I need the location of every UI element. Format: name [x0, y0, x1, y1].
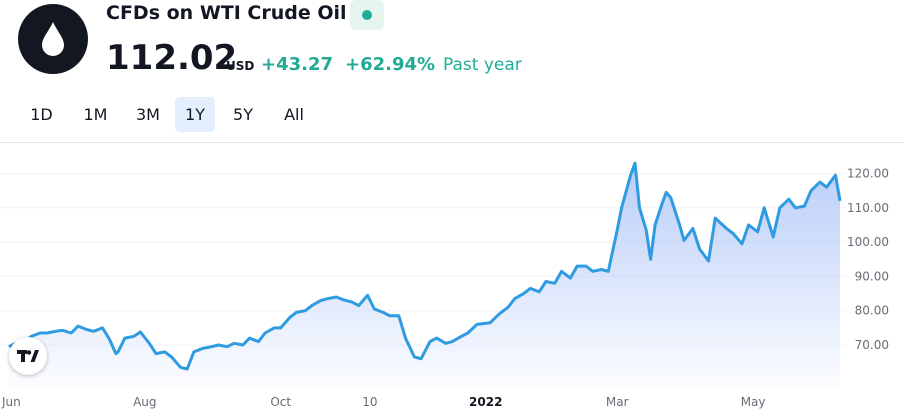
price-currency: USD: [226, 59, 255, 73]
y-tick-label: 100.00: [847, 235, 889, 249]
y-tick-label: 70.00: [855, 338, 889, 352]
tradingview-logo-icon[interactable]: [9, 337, 47, 375]
price-line: [8, 161, 842, 371]
range-all-button[interactable]: All: [284, 105, 304, 124]
header-divider: [0, 142, 904, 143]
range-1m-button[interactable]: 1M: [83, 105, 108, 124]
x-tick-label: Jun: [1, 395, 21, 409]
x-tick-label: 10: [362, 395, 377, 409]
range-5y-button[interactable]: 5Y: [233, 105, 253, 124]
x-tick-label: May: [741, 395, 766, 409]
x-tick-label: Aug: [133, 395, 156, 409]
y-tick-label: 110.00: [847, 201, 889, 215]
price-change-percent: +62.94%: [345, 54, 436, 75]
x-tick-label: 2022: [469, 395, 502, 409]
page-title: CFDs on WTI Crude Oil: [106, 2, 347, 24]
x-tick-label: Oct: [270, 395, 291, 409]
market-status-dot: [362, 10, 372, 20]
oil-drop-icon: [18, 4, 88, 74]
range-1y-button[interactable]: 1Y: [175, 97, 215, 132]
y-tick-label: 120.00: [847, 167, 889, 181]
price-change: +43.27: [261, 54, 334, 75]
change-period-label: Past year: [443, 55, 522, 75]
current-price: 112.02: [106, 38, 238, 78]
price-chart[interactable]: 70.00 80.00 90.00 100.00 110.00 120.00 Jun Aug…: [0, 143, 904, 416]
y-tick-label: 80.00: [855, 304, 889, 318]
x-tick-label: Mar: [606, 395, 629, 409]
y-tick-label: 90.00: [855, 269, 889, 283]
range-1d-button[interactable]: 1D: [30, 105, 53, 124]
market-status-badge[interactable]: [350, 0, 384, 30]
range-3m-button[interactable]: 3M: [136, 105, 160, 124]
price-area: [8, 163, 840, 387]
time-range-selector: 1D 1M 3M 1Y 5Y All: [22, 97, 316, 132]
